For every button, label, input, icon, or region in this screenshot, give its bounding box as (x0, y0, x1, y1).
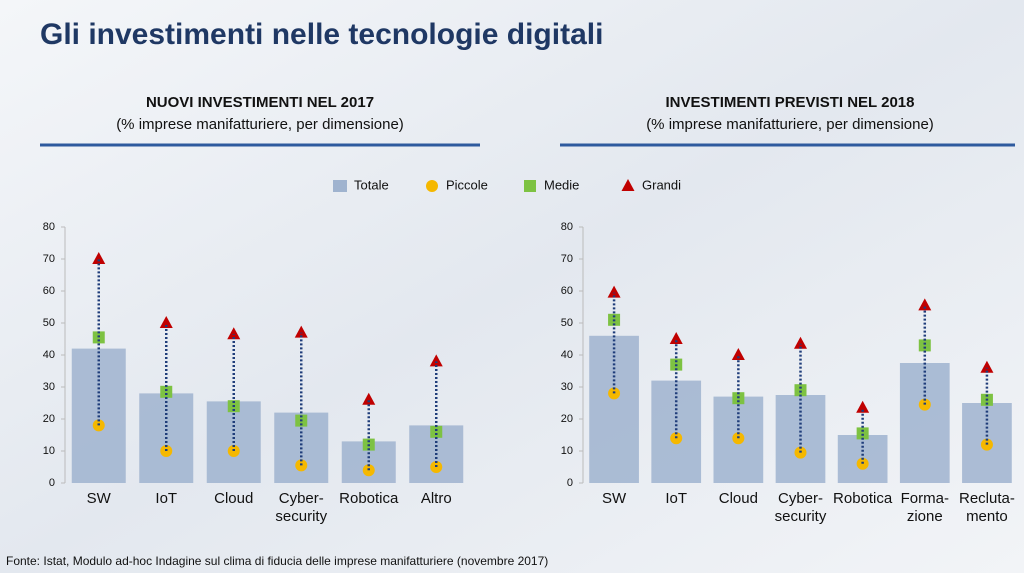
legend-label: Grandi (642, 177, 681, 192)
marker-triangle (159, 316, 173, 328)
y-tick-label: 30 (561, 381, 573, 393)
series (92, 252, 443, 405)
y-tick-label: 50 (43, 317, 55, 329)
y-tick-label: 20 (43, 413, 55, 425)
marker-triangle (621, 179, 635, 191)
legend-label: Medie (544, 177, 579, 192)
chart-title: NUOVI INVESTIMENTI NEL 2017 (146, 94, 374, 111)
marker-triangle (607, 285, 621, 298)
marker-triangle (294, 325, 308, 338)
marker-square (856, 427, 869, 440)
y-tick-label: 60 (43, 285, 55, 297)
y-tick-label: 0 (567, 477, 573, 489)
marker-triangle (92, 252, 106, 264)
bar (651, 380, 702, 483)
x-tick-label: IoT (665, 490, 687, 507)
y-tick-label: 40 (43, 349, 55, 361)
marker-triangle (429, 354, 443, 367)
marker-square (160, 385, 173, 398)
bar (899, 363, 950, 483)
marker-triangle (362, 392, 376, 405)
marker-circle (426, 180, 438, 192)
x-tick-label: Cloud (214, 490, 253, 507)
x-tick-label: IoT (155, 490, 177, 507)
chart-subtitle: (% imprese manifatturiere, per dimension… (116, 116, 404, 133)
x-tick-label: Forma-zione (901, 490, 949, 525)
marker-triangle (856, 400, 870, 413)
source: Fonte: Istat, Modulo ad-hoc Indagine sul… (6, 554, 548, 568)
y-tick-label: 70 (561, 253, 573, 265)
legend-label: Totale (354, 177, 389, 192)
x-tick-label: Robotica (833, 490, 893, 507)
marker-triangle (918, 298, 932, 311)
y-tick-label: 10 (561, 445, 573, 457)
y-tick-label: 70 (43, 253, 55, 265)
marker-triangle (794, 336, 807, 349)
y-tick-label: 40 (561, 349, 573, 361)
y-tick-label: 20 (561, 413, 573, 425)
y-tick-label: 0 (49, 477, 55, 489)
x-tick-label: SW (602, 490, 627, 507)
marker-square (918, 339, 931, 352)
x-tick-label: Cyber-security (775, 490, 827, 525)
y-tick-label: 10 (43, 445, 55, 457)
y-tick-label: 60 (561, 285, 573, 297)
legend-label: Piccole (446, 177, 488, 192)
x-tick-label: Cyber-security (275, 490, 327, 525)
marker-triangle (980, 360, 994, 373)
x-tick-label: SW (87, 490, 112, 507)
marker-square (524, 180, 536, 192)
chart-subtitle: (% imprese manifatturiere, per dimension… (646, 116, 934, 133)
chart-title: INVESTIMENTI PREVISTI NEL 2018 (666, 94, 915, 111)
bar (589, 335, 639, 483)
y-tick-label: 80 (561, 221, 573, 233)
x-tick-label: Recluta-mento (959, 490, 1015, 525)
y-tick-label: 50 (561, 317, 573, 329)
y-tick-label: 30 (43, 381, 55, 393)
x-tick-label: Altro (421, 490, 452, 507)
marker-square (430, 425, 443, 438)
marker-square (794, 384, 807, 397)
page-title: Gli investimenti nelle tecnologie digita… (40, 18, 603, 51)
marker-triangle (669, 332, 683, 344)
marker-triangle (227, 327, 241, 340)
y-tick-label: 80 (43, 221, 55, 233)
x-tick-label: Cloud (719, 490, 758, 507)
marker-bar (333, 180, 347, 192)
x-tick-label: Robotica (339, 490, 399, 507)
series (607, 285, 994, 413)
series (608, 387, 993, 470)
marker-triangle (731, 348, 745, 360)
